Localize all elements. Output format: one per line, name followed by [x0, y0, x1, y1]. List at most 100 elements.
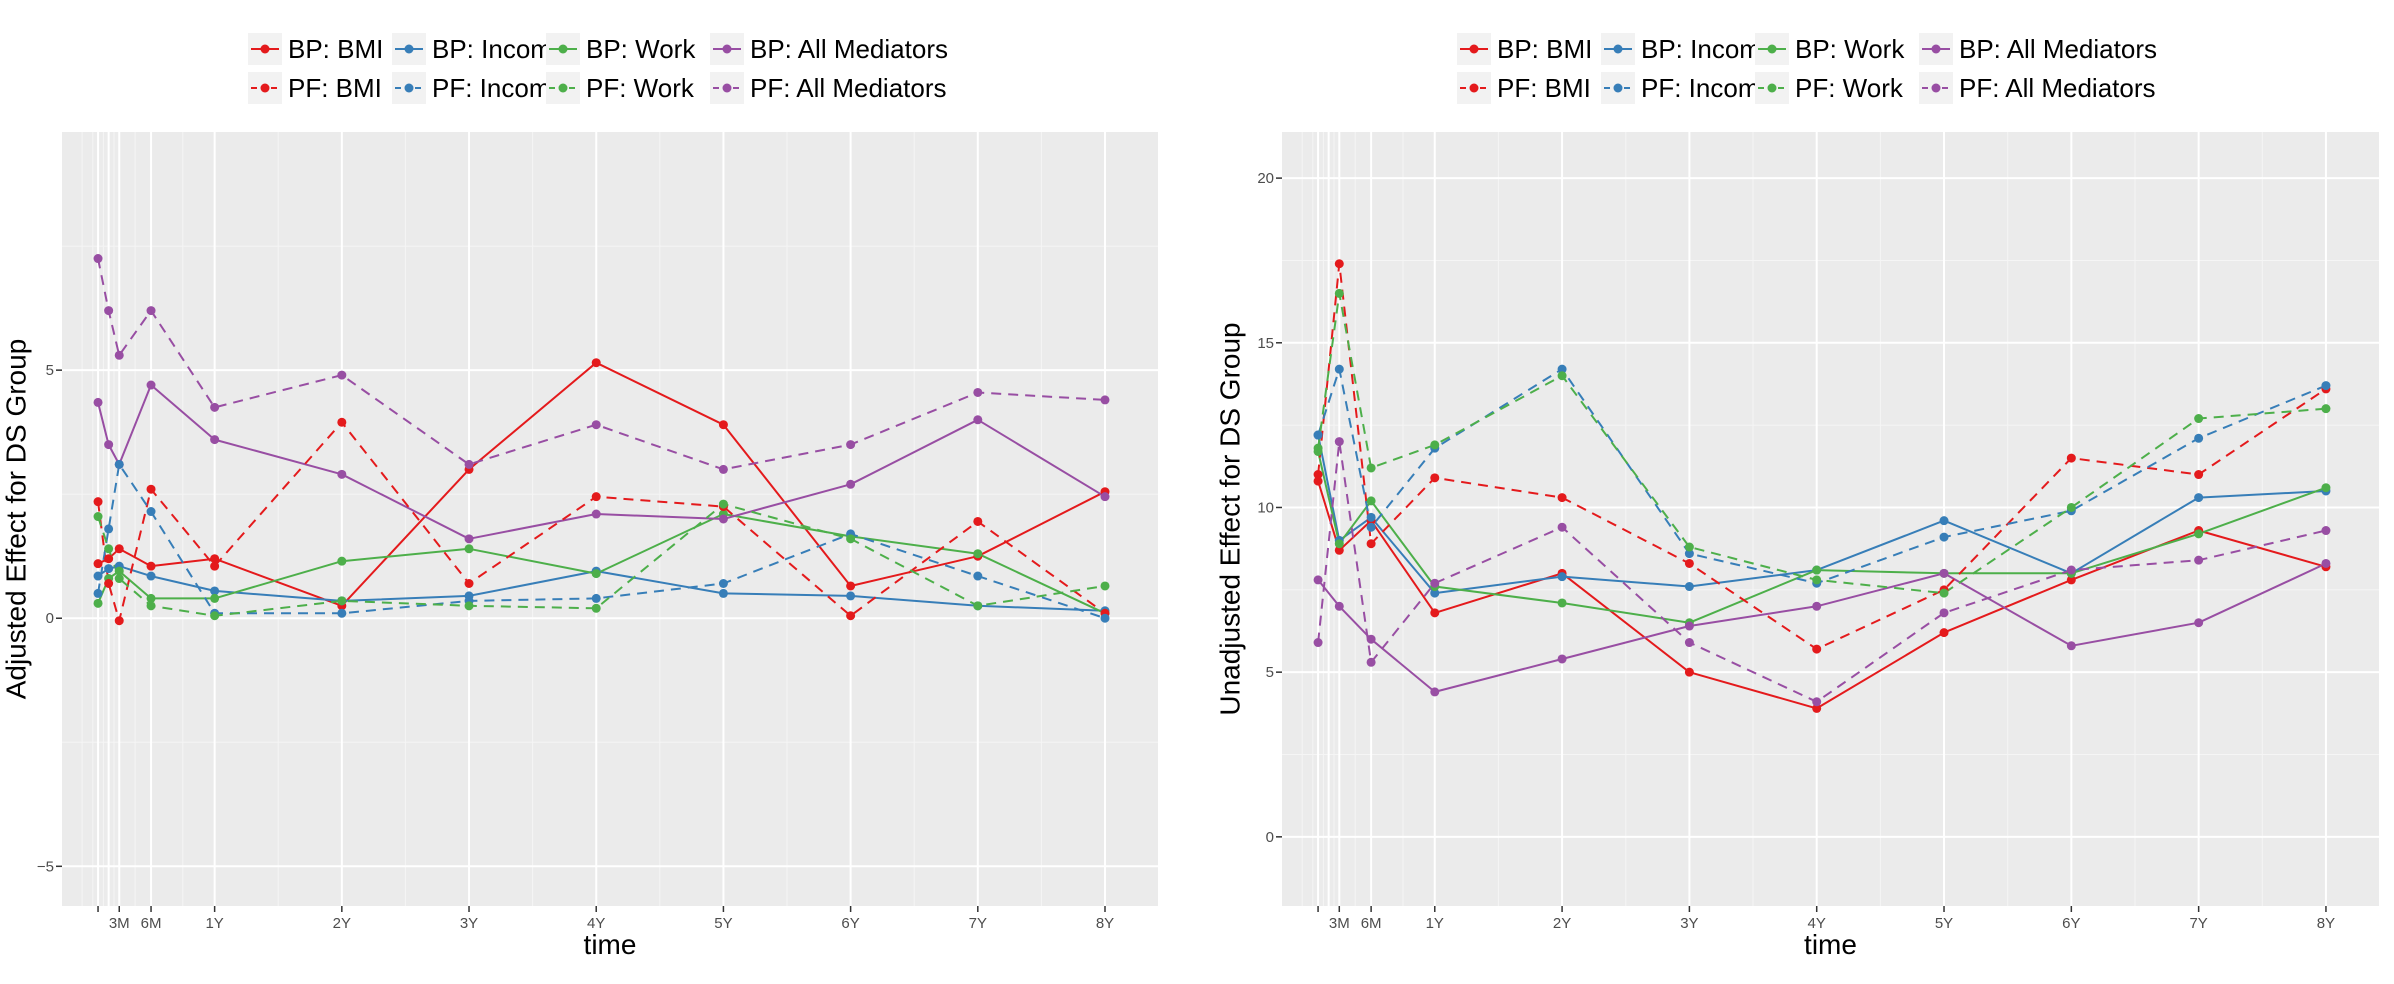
x-tick-label: 8Y	[1096, 915, 1114, 932]
legend-label: BP: Income	[432, 34, 566, 64]
data-point	[1430, 687, 1440, 697]
data-point	[104, 440, 114, 450]
data-point	[1334, 364, 1344, 374]
legend-key-point	[722, 83, 732, 93]
data-point	[210, 593, 220, 603]
legend-label: BP: All Mediators	[750, 34, 948, 64]
data-point	[1366, 634, 1376, 644]
legend-item: PF: BMI	[1457, 72, 1591, 104]
legend: BP: BMI BP: Income BP: Work BP: All Mediato…	[1457, 33, 2157, 104]
data-point	[846, 611, 856, 621]
data-point	[591, 593, 601, 603]
data-point	[2194, 493, 2204, 503]
data-point	[2321, 558, 2331, 568]
x-tick-label: 6M	[1361, 915, 1382, 932]
data-point	[337, 556, 347, 566]
data-point	[1334, 601, 1344, 611]
data-point	[1430, 608, 1440, 618]
data-point	[1812, 697, 1822, 707]
data-point	[210, 586, 220, 596]
y-tick-label: 0	[46, 610, 54, 627]
data-point	[114, 544, 124, 554]
legend-key-point	[1931, 83, 1941, 93]
data-point	[1812, 565, 1822, 575]
y-tick-label: 20	[1257, 170, 1274, 187]
data-point	[146, 593, 156, 603]
legend-key-point	[558, 44, 568, 54]
data-point	[1313, 476, 1323, 486]
legend-label: PF: BMI	[1497, 73, 1591, 103]
data-point	[93, 397, 103, 407]
legend-label: BP: BMI	[288, 34, 383, 64]
y-tick-label: −5	[37, 858, 54, 875]
data-point	[464, 459, 474, 469]
data-point	[591, 492, 601, 502]
data-point	[93, 497, 103, 507]
legend-item: PF: Income	[1601, 72, 1774, 104]
x-axis-title: time	[584, 929, 637, 960]
data-point	[846, 581, 856, 591]
data-point	[2321, 483, 2331, 493]
legend-item: BP: BMI	[1457, 33, 1592, 65]
legend-item: PF: All Mediators	[710, 72, 947, 104]
data-point	[2321, 526, 2331, 536]
data-point	[1557, 364, 1567, 374]
data-point	[104, 579, 114, 588]
legend-key-point	[1613, 44, 1623, 54]
data-point	[1313, 638, 1323, 648]
x-tick-label: 4Y	[1808, 915, 1826, 932]
data-point	[1557, 522, 1567, 532]
x-tick-label: 2Y	[1553, 915, 1571, 932]
legend-key-point	[1613, 83, 1623, 93]
x-tick-label: 6Y	[2062, 915, 2080, 932]
data-point	[2194, 414, 2204, 424]
y-tick-label: 5	[1266, 664, 1274, 681]
data-point	[1313, 470, 1323, 480]
data-point	[146, 507, 156, 517]
legend-key-point	[558, 83, 568, 93]
data-point	[464, 534, 474, 544]
x-tick-label: 3M	[1329, 915, 1350, 932]
data-point	[93, 254, 103, 264]
y-tick-label: 10	[1257, 499, 1274, 516]
data-point	[93, 588, 103, 598]
data-point	[1812, 703, 1822, 713]
legend-item: BP: Work	[546, 33, 696, 65]
y-axis-title: Adjusted Effect for DS Group	[0, 339, 31, 700]
data-point	[337, 469, 347, 479]
data-point	[146, 601, 156, 611]
x-axis-title: time	[1804, 929, 1857, 960]
data-point	[114, 459, 124, 469]
data-point	[104, 524, 114, 534]
data-point	[1334, 259, 1344, 269]
x-tick-label: 1Y	[205, 915, 223, 932]
data-point	[973, 571, 983, 581]
data-point	[973, 387, 983, 397]
data-point	[1366, 522, 1376, 532]
legend-key-point	[1931, 44, 1941, 54]
legend-item: BP: All Mediators	[1919, 33, 2157, 65]
data-point	[146, 571, 156, 581]
data-point	[2194, 618, 2204, 628]
data-point	[1684, 582, 1694, 592]
data-point	[210, 611, 220, 621]
data-point	[718, 579, 728, 588]
data-point	[464, 601, 474, 611]
data-point	[1684, 549, 1694, 559]
legend-item: PF: Work	[546, 72, 695, 104]
data-point	[104, 554, 114, 564]
x-tick-label: 6M	[141, 915, 162, 932]
data-point	[146, 561, 156, 571]
legend-label: BP: Work	[1795, 34, 1905, 64]
data-point	[2321, 404, 2331, 414]
data-point	[2066, 565, 2076, 575]
legend-item: BP: All Mediators	[710, 33, 948, 65]
x-tick-label: 7Y	[2189, 915, 2207, 932]
legend-item: BP: BMI	[248, 33, 383, 65]
data-point	[1557, 371, 1567, 381]
data-point	[1812, 601, 1822, 611]
data-point	[1557, 493, 1567, 503]
data-point	[591, 603, 601, 613]
x-tick-label: 5Y	[1935, 915, 1953, 932]
legend: BP: BMI BP: Income BP: Work BP: All Mediato…	[248, 33, 948, 104]
